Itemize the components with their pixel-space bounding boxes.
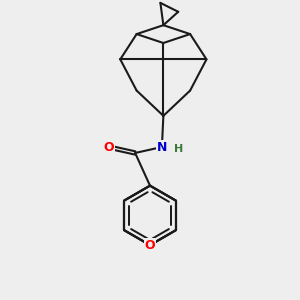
Text: N: N (157, 140, 167, 154)
Text: H: H (174, 144, 183, 154)
Text: O: O (145, 238, 155, 252)
Text: O: O (103, 140, 114, 154)
Text: O: O (145, 238, 155, 252)
Text: N: N (157, 140, 167, 154)
Text: H: H (174, 144, 183, 154)
Text: O: O (103, 140, 114, 154)
